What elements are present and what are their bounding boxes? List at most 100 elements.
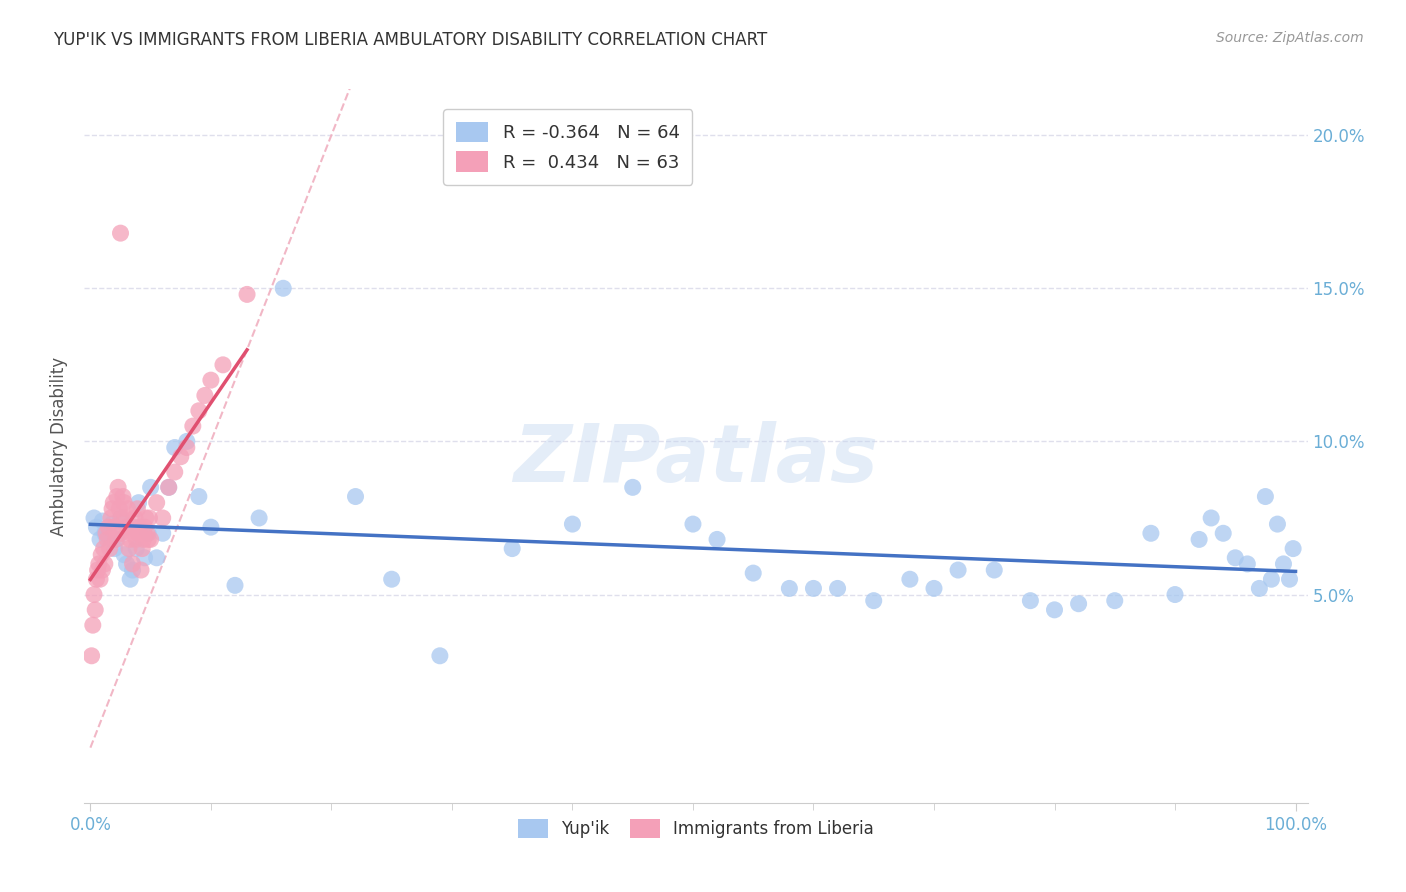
Point — [115, 520, 138, 534]
Point — [120, 526, 142, 541]
Point — [922, 582, 945, 596]
Legend: Yup'ik, Immigrants from Liberia: Yup'ik, Immigrants from Liberia — [512, 812, 880, 845]
Point — [1043, 603, 1066, 617]
Point — [1067, 597, 1090, 611]
Point — [778, 582, 800, 596]
Point — [187, 404, 209, 418]
Point — [1282, 541, 1305, 556]
Point — [803, 582, 825, 596]
Point — [134, 550, 156, 565]
Point — [136, 533, 159, 547]
Point — [194, 388, 217, 402]
Point — [176, 434, 198, 449]
Point — [1249, 582, 1271, 596]
Point — [117, 501, 139, 516]
Point — [101, 501, 124, 516]
Point — [501, 541, 523, 556]
Point — [114, 511, 136, 525]
Point — [135, 511, 157, 525]
Point — [127, 501, 149, 516]
Point — [1104, 593, 1126, 607]
Point — [100, 511, 122, 525]
Point — [89, 533, 111, 547]
Point — [121, 557, 143, 571]
Text: ZIPatlas: ZIPatlas — [513, 421, 879, 500]
Point — [157, 480, 180, 494]
Point — [96, 533, 118, 547]
Point — [136, 526, 159, 541]
Point — [145, 496, 167, 510]
Point — [1225, 550, 1247, 565]
Point — [429, 648, 451, 663]
Point — [212, 358, 235, 372]
Point — [120, 572, 142, 586]
Point — [381, 572, 404, 586]
Point — [103, 520, 125, 534]
Point — [111, 490, 134, 504]
Point — [1267, 517, 1289, 532]
Point — [115, 557, 138, 571]
Point — [163, 441, 186, 455]
Point — [94, 526, 117, 541]
Point — [105, 490, 128, 504]
Point — [86, 520, 108, 534]
Point — [271, 281, 294, 295]
Point — [247, 511, 270, 525]
Point — [344, 490, 367, 504]
Point — [125, 541, 148, 556]
Point — [110, 526, 132, 541]
Point — [97, 520, 120, 534]
Point — [128, 496, 150, 510]
Point — [224, 578, 246, 592]
Point — [136, 526, 159, 541]
Point — [83, 511, 105, 525]
Point — [621, 480, 644, 494]
Point — [103, 541, 125, 556]
Point — [112, 496, 135, 510]
Point — [742, 566, 765, 580]
Point — [118, 541, 141, 556]
Point — [170, 450, 193, 464]
Point — [111, 511, 134, 525]
Point — [82, 618, 104, 632]
Point — [108, 501, 131, 516]
Point — [200, 520, 222, 534]
Point — [134, 520, 156, 534]
Point — [1278, 572, 1301, 586]
Point — [827, 582, 849, 596]
Point — [120, 533, 142, 547]
Point — [1260, 572, 1282, 586]
Point — [1212, 526, 1234, 541]
Point — [200, 373, 222, 387]
Point — [110, 511, 132, 525]
Text: Source: ZipAtlas.com: Source: ZipAtlas.com — [1216, 31, 1364, 45]
Point — [89, 572, 111, 586]
Point — [145, 550, 167, 565]
Point — [862, 593, 884, 607]
Point — [107, 480, 129, 494]
Point — [121, 563, 143, 577]
Point — [131, 541, 153, 556]
Point — [1199, 511, 1222, 525]
Point — [152, 511, 174, 525]
Point — [706, 533, 728, 547]
Point — [91, 514, 114, 528]
Point — [1254, 490, 1277, 504]
Point — [176, 441, 198, 455]
Point — [1236, 557, 1258, 571]
Point — [129, 563, 152, 577]
Point — [682, 517, 704, 532]
Point — [236, 287, 259, 301]
Point — [1019, 593, 1042, 607]
Point — [86, 572, 108, 586]
Point — [84, 603, 107, 617]
Point — [946, 563, 969, 577]
Point — [128, 520, 150, 534]
Y-axis label: Ambulatory Disability: Ambulatory Disability — [51, 357, 69, 535]
Point — [110, 226, 132, 240]
Point — [163, 465, 186, 479]
Point — [90, 548, 112, 562]
Point — [98, 541, 121, 556]
Point — [101, 517, 124, 532]
Text: YUP'IK VS IMMIGRANTS FROM LIBERIA AMBULATORY DISABILITY CORRELATION CHART: YUP'IK VS IMMIGRANTS FROM LIBERIA AMBULA… — [53, 31, 768, 49]
